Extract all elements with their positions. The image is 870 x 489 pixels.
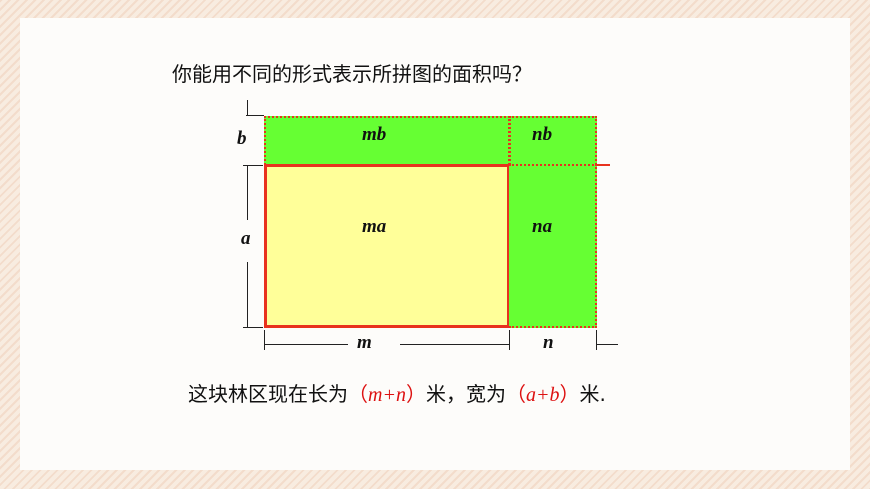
dim-n-line-right: [596, 344, 618, 345]
label-ma: ma: [362, 216, 387, 237]
width-open: （: [505, 384, 526, 406]
length-close: ）: [405, 384, 426, 406]
dim-label-m: m: [357, 332, 372, 353]
dim-label-n: n: [543, 332, 554, 353]
label-nb: nb: [532, 124, 553, 145]
answer-suffix: 米.: [579, 382, 606, 406]
dim-n-right-tick: [596, 330, 597, 350]
dim-a-line-top: [247, 165, 248, 220]
answer-prefix: 这块林区现在长为: [188, 382, 348, 406]
dim-m-line-left: [264, 344, 348, 345]
answer-text: 这块林区现在长为（m+n）米，宽为（a+b）米.: [188, 378, 606, 407]
dim-b-line: [247, 100, 248, 115]
length-open: （: [348, 384, 368, 406]
dim-a-bottom-tick: [243, 327, 263, 328]
dim-a-line-bottom: [247, 262, 248, 327]
cell-nb: [509, 116, 597, 165]
dim-a-top-tick: [243, 165, 263, 166]
cell-ma: [264, 164, 510, 328]
label-na: na: [532, 216, 553, 237]
dim-label-a: a: [241, 228, 251, 249]
answer-middle: 米，宽为: [425, 382, 506, 406]
cell-mb: [264, 116, 510, 165]
width-close: ）: [559, 384, 580, 406]
dim-m-left-tick: [264, 330, 265, 350]
dim-b-tick: [246, 115, 264, 116]
cell-na: [509, 164, 597, 328]
extension-line: [596, 164, 610, 166]
dim-label-b: b: [237, 128, 247, 149]
label-mb: mb: [362, 124, 387, 145]
width-expression: a+b: [525, 384, 560, 406]
length-expression: m+n: [368, 384, 406, 406]
dim-mn-tick: [509, 330, 510, 350]
question-text: 你能用不同的形式表示所拼图的面积吗？: [172, 62, 532, 86]
dim-m-line-right: [400, 344, 509, 345]
